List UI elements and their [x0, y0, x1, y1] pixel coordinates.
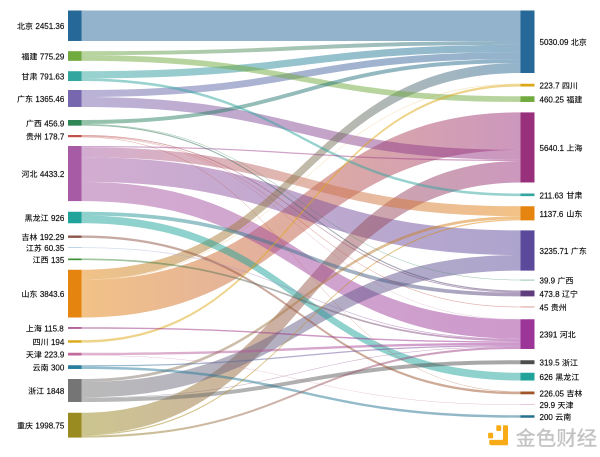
- svg-text:39.9: 39.9: [540, 276, 556, 285]
- svg-text:192.29: 192.29: [40, 233, 65, 242]
- svg-text:226.05: 226.05: [540, 389, 565, 398]
- svg-text:135: 135: [51, 256, 65, 265]
- svg-text:300: 300: [51, 364, 65, 373]
- svg-text:5030.09: 5030.09: [540, 38, 569, 47]
- svg-text:1137.6: 1137.6: [540, 210, 564, 219]
- svg-text:200: 200: [540, 413, 554, 422]
- svg-text:319.5: 319.5: [540, 359, 561, 368]
- svg-text:194: 194: [51, 338, 65, 347]
- svg-text:178.7: 178.7: [44, 133, 65, 142]
- svg-text:926: 926: [51, 214, 65, 223]
- svg-text:791.63: 791.63: [40, 73, 65, 82]
- svg-text:5640.1: 5640.1: [540, 144, 565, 153]
- svg-text:223.9: 223.9: [44, 351, 65, 360]
- svg-text:1998.75: 1998.75: [35, 422, 64, 431]
- svg-text:45: 45: [540, 303, 549, 312]
- svg-text:3235.71: 3235.71: [540, 247, 569, 256]
- svg-text:2451.36: 2451.36: [35, 22, 64, 31]
- svg-text:2391: 2391: [540, 331, 558, 340]
- svg-text:1848: 1848: [47, 387, 65, 396]
- svg-text:1365.46: 1365.46: [35, 95, 64, 104]
- svg-text:4433.2: 4433.2: [40, 170, 65, 179]
- svg-text:115.8: 115.8: [44, 324, 64, 333]
- svg-text:473.8: 473.8: [540, 290, 561, 299]
- svg-text:211.63: 211.63: [540, 191, 564, 200]
- svg-text:460.25: 460.25: [540, 96, 565, 105]
- svg-text:223.7: 223.7: [540, 82, 561, 91]
- svg-text:775.29: 775.29: [40, 52, 65, 61]
- svg-text:3843.6: 3843.6: [40, 290, 65, 299]
- svg-text:626: 626: [540, 373, 554, 382]
- svg-text:29.9: 29.9: [540, 401, 556, 410]
- svg-text:456.9: 456.9: [44, 119, 65, 128]
- svg-text:60.35: 60.35: [44, 244, 65, 253]
